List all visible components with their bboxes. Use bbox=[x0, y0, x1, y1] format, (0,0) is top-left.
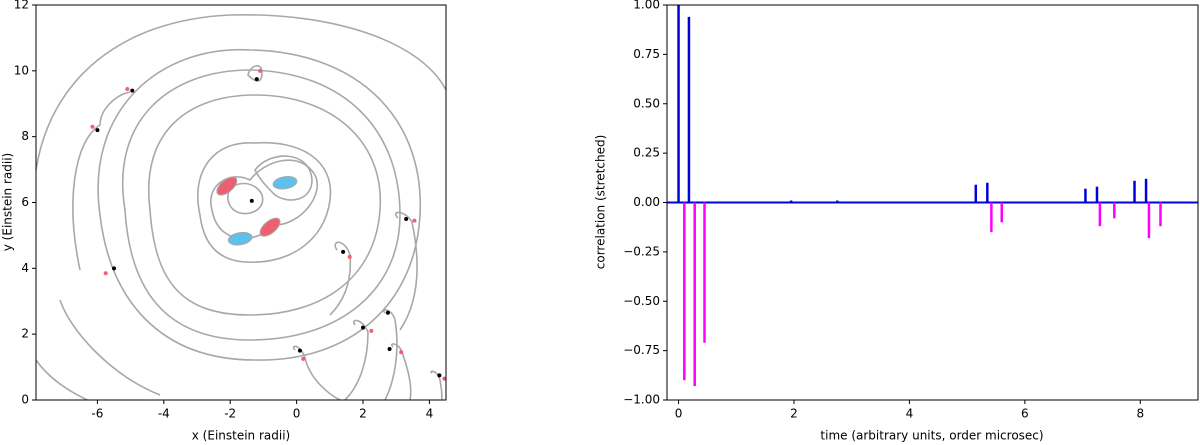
x-tick-label: 0 bbox=[675, 407, 683, 421]
contours bbox=[36, 13, 446, 400]
image-ellipse bbox=[272, 175, 298, 190]
point bbox=[125, 86, 130, 91]
point bbox=[95, 128, 100, 133]
x-tick-label: 4 bbox=[906, 407, 914, 421]
x-tick-label: 8 bbox=[1136, 407, 1144, 421]
y-tick-label: 6 bbox=[21, 195, 29, 209]
contour bbox=[254, 155, 313, 201]
point bbox=[412, 218, 417, 223]
contour bbox=[197, 141, 332, 263]
x-axis-label: time (arbitrary units, order microsec) bbox=[820, 429, 1043, 443]
y-tick-label: 1.00 bbox=[633, 0, 660, 12]
contour bbox=[383, 309, 398, 400]
plot-frame bbox=[35, 4, 447, 401]
contour bbox=[292, 345, 341, 400]
point bbox=[442, 376, 447, 381]
point bbox=[103, 271, 108, 276]
contour bbox=[247, 65, 263, 82]
y-tick-label: −1.00 bbox=[623, 393, 660, 407]
point bbox=[399, 350, 404, 355]
point bbox=[341, 249, 346, 254]
y-axis-label: correlation (stretched) bbox=[594, 135, 608, 269]
contour bbox=[59, 299, 161, 396]
contour bbox=[329, 241, 352, 316]
contour bbox=[430, 370, 443, 400]
contour bbox=[391, 343, 412, 400]
x-tick-label: 0 bbox=[293, 407, 301, 421]
y-tick-label: 12 bbox=[14, 0, 29, 12]
y-tick-label: 0.50 bbox=[633, 96, 660, 110]
image-ellipse bbox=[227, 231, 253, 246]
contour bbox=[72, 91, 131, 271]
contour bbox=[36, 13, 446, 171]
point bbox=[404, 216, 409, 221]
point bbox=[347, 254, 352, 259]
y-tick-label: −0.50 bbox=[623, 294, 660, 308]
y-tick-label: −0.75 bbox=[623, 343, 660, 357]
y-tick-label: 2 bbox=[21, 327, 29, 341]
point bbox=[385, 310, 390, 315]
point bbox=[258, 68, 263, 73]
contour bbox=[147, 94, 382, 316]
point bbox=[437, 373, 442, 378]
point bbox=[387, 346, 392, 351]
point bbox=[249, 198, 254, 203]
y-tick-label: 8 bbox=[21, 129, 29, 143]
contour bbox=[344, 319, 369, 400]
y-tick-label: 10 bbox=[14, 63, 29, 77]
y-tick-label: 0.25 bbox=[633, 146, 660, 160]
point bbox=[254, 77, 259, 82]
y-tick-label: 0 bbox=[21, 393, 29, 407]
image-ellipse bbox=[259, 217, 281, 237]
y-tick-label: 4 bbox=[21, 261, 29, 275]
y-tick-label: 0.00 bbox=[633, 195, 660, 209]
image-ellipse bbox=[216, 176, 238, 196]
point bbox=[112, 266, 117, 271]
x-tick-label: -4 bbox=[158, 407, 170, 421]
x-axis-label: x (Einstein radii) bbox=[192, 429, 290, 443]
x-tick-label: 4 bbox=[426, 407, 434, 421]
x-tick-label: -6 bbox=[91, 407, 103, 421]
point bbox=[361, 325, 366, 330]
point bbox=[301, 356, 306, 361]
x-tick-label: 6 bbox=[1021, 407, 1029, 421]
point bbox=[297, 348, 302, 353]
y-tick-label: 0.75 bbox=[633, 47, 660, 61]
x-tick-label: 2 bbox=[790, 407, 798, 421]
point bbox=[130, 88, 135, 93]
contour bbox=[36, 359, 90, 400]
x-tick-label: -2 bbox=[224, 407, 236, 421]
contour bbox=[395, 211, 418, 331]
y-tick-label: −0.25 bbox=[623, 244, 660, 258]
contour bbox=[121, 69, 401, 341]
y-axis-label: y (Einstein radii) bbox=[1, 153, 15, 251]
x-tick-label: 2 bbox=[359, 407, 367, 421]
contour bbox=[97, 49, 421, 361]
point bbox=[369, 328, 374, 333]
point bbox=[90, 124, 95, 129]
